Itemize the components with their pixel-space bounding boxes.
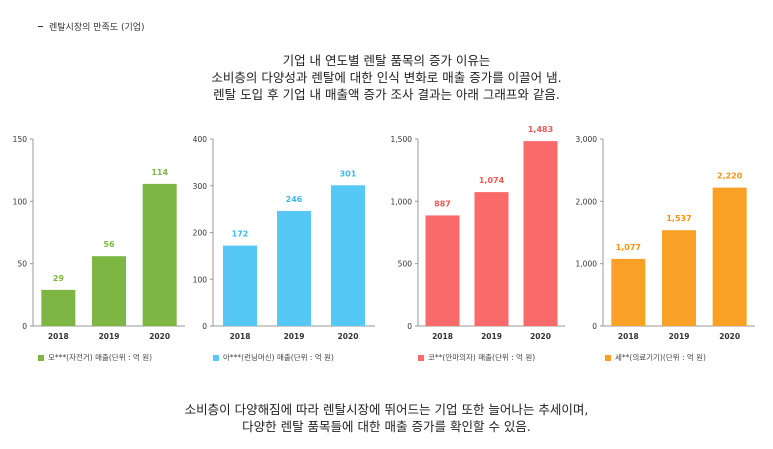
bar-2020	[523, 141, 558, 326]
data-label: 887	[434, 199, 451, 208]
y-tick-label: 0	[407, 322, 412, 331]
bar-2020	[712, 187, 747, 326]
intro-line-3: 렌탈 도입 후 기업 내 매출액 증가 조사 결과는 아래 그래프와 같음.	[213, 87, 560, 102]
legend-bicycle: 모***(자전거) 매출(단위 : 억 원)	[38, 352, 152, 363]
bar-2018	[41, 289, 76, 326]
y-tick-label: 150	[13, 135, 28, 144]
legend-swatch	[213, 354, 219, 361]
intro-text: 기업 내 연도별 렌탈 품목의 증가 이유는 소비층의 다양성과 렌탈에 대한 …	[0, 52, 773, 103]
legend-label-massage-chair: 코**(안마의자) 매출(단위 : 억 원)	[428, 353, 536, 362]
y-tick-label: 300	[193, 182, 208, 191]
bar-2018	[425, 215, 460, 326]
legend-swatch	[38, 354, 44, 361]
data-label: 56	[103, 240, 115, 249]
x-tick-label: 2020	[338, 332, 359, 341]
y-tick-label: 0	[22, 322, 27, 331]
data-label: 1,483	[528, 125, 553, 134]
bar-2020	[331, 185, 365, 326]
data-label: 2,220	[717, 172, 743, 181]
x-tick-label: 2020	[530, 332, 551, 341]
chart-treadmill-svg: 0 100 200 300 400 172 2018 246 2019 301 2020	[193, 135, 375, 341]
legend-massage-chair: 코**(안마의자) 매출(단위 : 억 원)	[418, 352, 535, 363]
bar-2019	[277, 210, 311, 326]
bar-2019	[662, 230, 696, 326]
legend-label-treadmill: 아***(런닝머신) 매출(단위 : 억 원)	[223, 353, 334, 362]
x-tick-label: 2020	[719, 332, 740, 341]
x-tick-label: 2018	[230, 332, 251, 341]
bar-2018	[223, 245, 257, 326]
dash-icon	[38, 25, 43, 28]
chart-bicycle: 0 50 100 150 29 2018 56 2019 114 2020	[0, 125, 190, 347]
x-tick-label: 2019	[99, 332, 120, 341]
y-tick-label: 1,000	[576, 260, 598, 269]
chart-massage-chair-svg: 0 500 1,000 1,500 887 2018 1,074 2019 1,483 2020	[391, 125, 565, 341]
chart-treadmill: 0 100 200 300 400 172 2018 246 2019 301 2020	[0, 125, 380, 347]
x-tick-label: 2019	[481, 332, 502, 341]
x-tick-label: 2018	[618, 332, 639, 341]
y-tick-label: 200	[193, 229, 208, 238]
section-title: 렌탈시장의 만족도 (기업)	[49, 23, 145, 33]
data-label: 1,077	[616, 243, 641, 252]
y-tick-label: 1,500	[391, 135, 413, 144]
bar-2019	[92, 256, 126, 326]
data-label: 1,537	[666, 214, 691, 223]
x-tick-label: 2019	[669, 332, 690, 341]
chart-massage-chair: 0 500 1,000 1,500 887 2018 1,074 2019 1,483 2020	[0, 125, 570, 347]
legend-swatch	[605, 354, 611, 361]
legend-treadmill: 아***(런닝머신) 매출(단위 : 억 원)	[213, 352, 334, 363]
intro-line-2: 소비층의 다양성과 렌탈에 대한 인식 변화로 매출 증가를 이끌어 냄.	[211, 70, 562, 85]
legend-swatch	[418, 354, 424, 361]
x-tick-label: 2020	[149, 332, 170, 341]
data-label: 301	[340, 169, 357, 178]
y-tick-label: 3,000	[576, 135, 598, 144]
y-tick-label: 100	[13, 197, 28, 206]
outro-text: 소비층이 다양해짐에 따라 렌탈시장에 뛰어드는 기업 또한 늘어나는 추세이며…	[0, 401, 773, 435]
data-label: 1,074	[479, 176, 505, 185]
section-header: 렌탈시장의 만족도 (기업)	[38, 20, 145, 33]
bar-2019	[474, 192, 509, 326]
chart-bicycle-svg: 0 50 100 150 29 2018 56 2019 114 2020	[13, 135, 185, 341]
x-tick-label: 2018	[48, 332, 69, 341]
data-label: 172	[232, 230, 249, 239]
legend-label-bicycle: 모***(자전거) 매출(단위 : 억 원)	[48, 353, 153, 362]
y-tick-label: 100	[193, 275, 208, 284]
x-tick-label: 2018	[432, 332, 453, 341]
chart-medical-device-svg: 0 1,000 2,000 3,000 1,077 2018 1,537 2019 2,220 2…	[576, 135, 755, 341]
x-tick-label: 2019	[284, 332, 305, 341]
y-tick-label: 1,000	[391, 197, 413, 206]
y-tick-label: 50	[17, 260, 27, 269]
y-tick-label: 500	[398, 260, 413, 269]
data-label: 29	[53, 274, 65, 283]
outro-line-2: 다양한 렌탈 품목들에 대한 매출 증가를 확인할 수 있음.	[242, 419, 531, 434]
data-label: 114	[151, 168, 168, 177]
legend-label-medical-device: 세**(의료기기)(단위 : 억 원)	[615, 353, 706, 362]
y-tick-label: 0	[592, 322, 597, 331]
y-tick-label: 400	[193, 135, 208, 144]
bar-2020	[142, 183, 177, 326]
legend-medical-device: 세**(의료기기)(단위 : 억 원)	[605, 352, 706, 363]
outro-line-1: 소비층이 다양해짐에 따라 렌탈시장에 뛰어드는 기업 또한 늘어나는 추세이며…	[184, 402, 589, 417]
y-tick-label: 0	[202, 322, 207, 331]
data-label: 246	[286, 195, 303, 204]
intro-line-1: 기업 내 연도별 렌탈 품목의 증가 이유는	[282, 53, 491, 68]
y-tick-label: 2,000	[576, 197, 598, 206]
bar-2018	[611, 258, 646, 326]
chart-medical-device: 0 1,000 2,000 3,000 1,077 2018 1,537 2019 2,220 2…	[0, 125, 760, 347]
